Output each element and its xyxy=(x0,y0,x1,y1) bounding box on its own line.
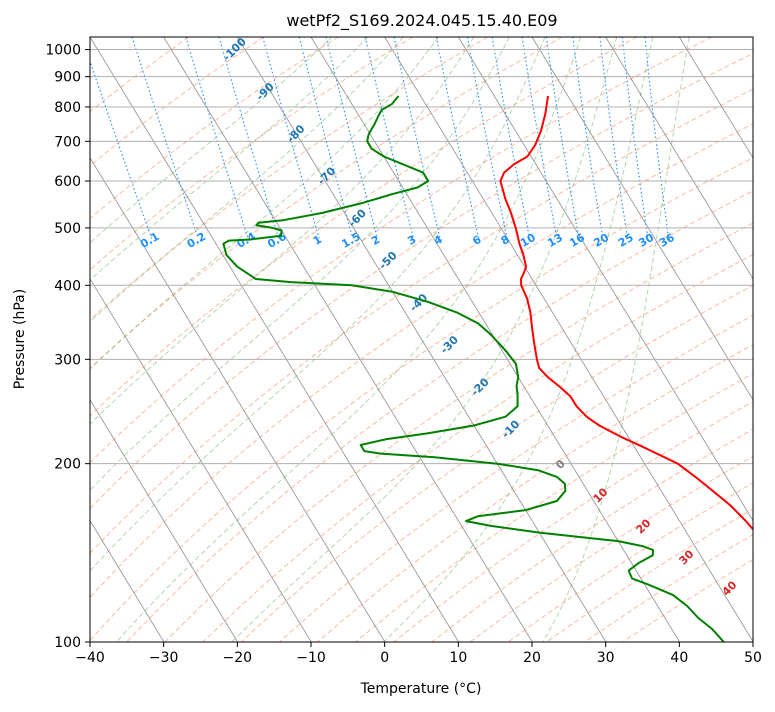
x-tick-label: −20 xyxy=(223,650,253,666)
x-tick-label: −40 xyxy=(75,650,105,666)
x-tick-label: 30 xyxy=(597,650,615,666)
x-tick-label: −10 xyxy=(296,650,326,666)
x-tick-label: −30 xyxy=(149,650,179,666)
y-axis-label: Pressure (hPa) xyxy=(12,289,28,389)
y-tick-label: 300 xyxy=(54,352,81,368)
x-axis-label: Temperature (°C) xyxy=(360,681,482,697)
y-tick-label: 700 xyxy=(54,134,81,150)
y-tick-label: 400 xyxy=(54,278,81,294)
x-tick-label: 0 xyxy=(380,650,389,666)
y-tick-label: 100 xyxy=(54,635,81,651)
x-tick-label: 40 xyxy=(670,650,688,666)
x-tick-label: 20 xyxy=(523,650,541,666)
x-tick-label: 10 xyxy=(449,650,467,666)
y-tick-label: 600 xyxy=(54,174,81,190)
y-tick-label: 500 xyxy=(54,221,81,237)
y-tick-label: 900 xyxy=(54,70,81,86)
y-tick-label: 800 xyxy=(54,100,81,116)
x-tick-label: 50 xyxy=(744,650,762,666)
y-tick-label: 200 xyxy=(54,457,81,473)
chart-title: wetPf2_S169.2024.045.15.40.E09 xyxy=(286,11,557,31)
y-tick-label: 1000 xyxy=(45,43,81,59)
